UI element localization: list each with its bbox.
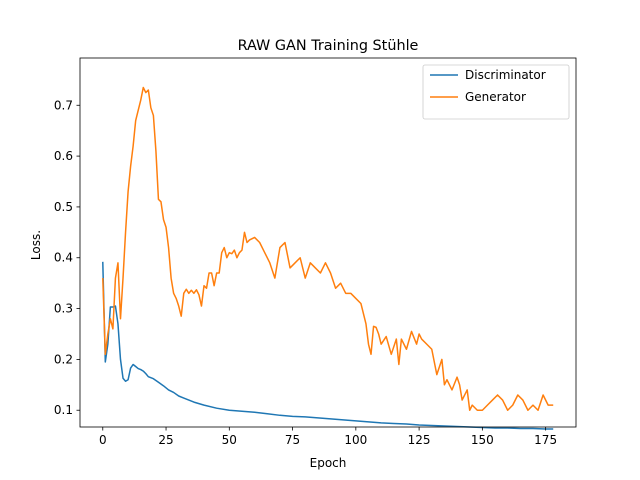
- y-tick-label: 0.6: [54, 149, 73, 163]
- x-tick-label: 150: [471, 433, 494, 447]
- y-tick-label: 0.3: [54, 302, 73, 316]
- series-line-generator: [102, 86, 554, 411]
- x-tick-label: 175: [534, 433, 557, 447]
- y-tick-label: 0.5: [54, 200, 73, 214]
- series-line-discriminator: [102, 261, 554, 430]
- plot-frame: [79, 57, 577, 428]
- plot-area: [79, 57, 577, 430]
- y-axis-label: Loss.: [29, 230, 43, 260]
- legend-box: [422, 64, 570, 120]
- legend-label-generator: Generator: [465, 90, 526, 104]
- legend: Discriminator Generator: [422, 64, 570, 120]
- x-tick-label: 25: [158, 433, 173, 447]
- y-tick-label: 0.4: [54, 251, 73, 265]
- x-tick-label: 100: [344, 433, 367, 447]
- chart-title: RAW GAN Training Stühle: [238, 38, 419, 54]
- x-tick-label: 125: [408, 433, 431, 447]
- legend-label-discriminator: Discriminator: [465, 68, 546, 82]
- y-tick-label: 0.1: [54, 403, 73, 417]
- y-tick-label: 0.7: [54, 98, 73, 112]
- x-tick-label: 75: [285, 433, 300, 447]
- x-tick-label: 50: [222, 433, 237, 447]
- y-tick-label: 0.2: [54, 352, 73, 366]
- axis-ticks: 0 25 50 75 100 125 150 175 0.1 0.2 0.3 0.4 0.5 0.6 0.7: [54, 98, 557, 447]
- x-tick-label: 0: [99, 433, 107, 447]
- x-axis-label: Epoch: [310, 456, 347, 470]
